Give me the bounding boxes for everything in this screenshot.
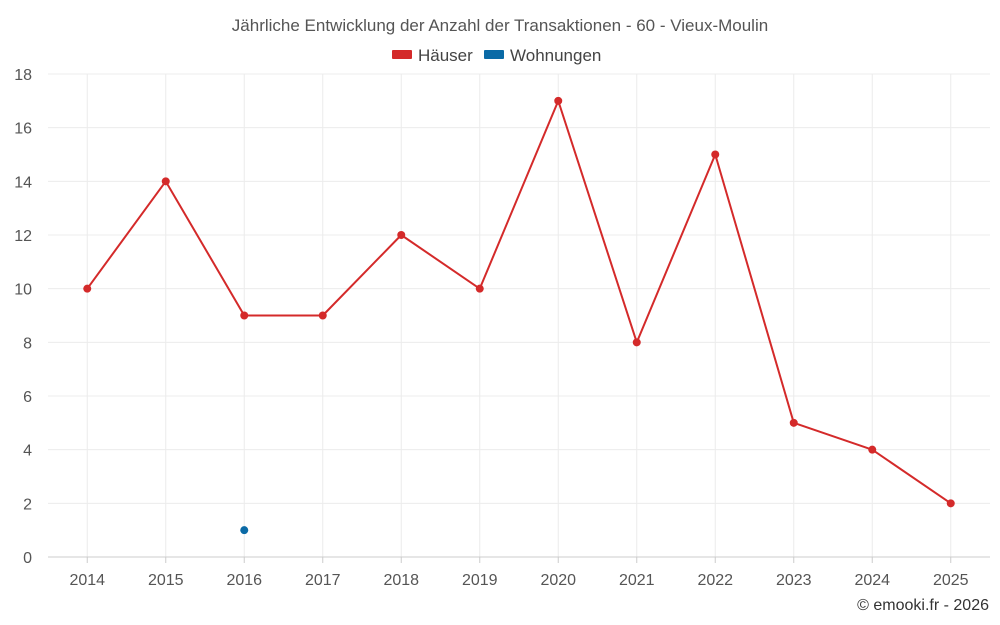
x-tick-label: 2019	[462, 572, 498, 589]
data-point-haeuser-2016[interactable]	[240, 311, 249, 320]
legend-swatch-wohnungen[interactable]	[484, 50, 504, 59]
x-axis-ticks: 2014 2015 2016 2017 2018 2019 2020 2021 2022 2023…	[69, 557, 969, 589]
data-point-haeuser-2024[interactable]	[868, 445, 877, 454]
y-axis-ticks: 0 2 4 6 8 10 12 14 16 18	[14, 67, 32, 567]
y-tick-label: 16	[14, 121, 32, 138]
data-point-haeuser-2018[interactable]	[397, 231, 406, 239]
data-point-haeuser-2021[interactable]	[632, 338, 641, 347]
x-tick-label: 2018	[383, 572, 419, 589]
data-point-haeuser-2017[interactable]	[318, 311, 327, 320]
legend: Häuser Wohnungen	[392, 46, 601, 65]
chart-title: Jährliche Entwicklung der Anzahl der Tra…	[232, 16, 768, 35]
data-point-haeuser-2023[interactable]	[789, 418, 798, 427]
grid	[48, 73, 990, 558]
data-point-haeuser-2020[interactable]	[554, 96, 563, 105]
x-tick-label: 2014	[69, 572, 105, 589]
legend-label-wohnungen[interactable]: Wohnungen	[510, 46, 601, 65]
x-tick-label: 2020	[540, 572, 576, 589]
legend-label-haeuser[interactable]: Häuser	[418, 46, 473, 65]
data-point-haeuser-2014[interactable]	[83, 284, 92, 293]
data-point-haeuser-2019[interactable]	[475, 284, 484, 293]
series-line-haeuser	[86, 99, 952, 505]
y-tick-label: 2	[23, 496, 32, 513]
x-tick-label: 2022	[697, 572, 733, 589]
x-tick-label: 2024	[854, 572, 890, 589]
data-point-haeuser-2025[interactable]	[946, 499, 955, 508]
data-point-haeuser-2022[interactable]	[711, 150, 720, 159]
y-tick-label: 4	[23, 443, 32, 460]
series-layer	[83, 96, 955, 535]
data-point-wohnungen-2016[interactable]	[240, 526, 249, 535]
y-tick-label: 6	[23, 389, 32, 406]
x-tick-label: 2021	[619, 572, 655, 589]
x-tick-label: 2023	[776, 572, 812, 589]
y-tick-label: 10	[14, 282, 32, 299]
x-tick-label: 2016	[226, 572, 262, 589]
legend-swatch-haeuser[interactable]	[392, 50, 412, 59]
x-tick-label: 2025	[933, 572, 969, 589]
y-tick-label: 12	[14, 228, 32, 245]
y-tick-label: 0	[23, 550, 32, 567]
y-tick-label: 8	[23, 335, 32, 352]
x-tick-label: 2015	[148, 572, 184, 589]
credit-text: © emooki.fr - 2026	[857, 597, 989, 614]
x-tick-label: 2017	[305, 572, 341, 589]
y-tick-label: 14	[14, 174, 32, 191]
y-tick-label: 18	[14, 67, 32, 84]
data-point-haeuser-2015[interactable]	[161, 177, 170, 186]
